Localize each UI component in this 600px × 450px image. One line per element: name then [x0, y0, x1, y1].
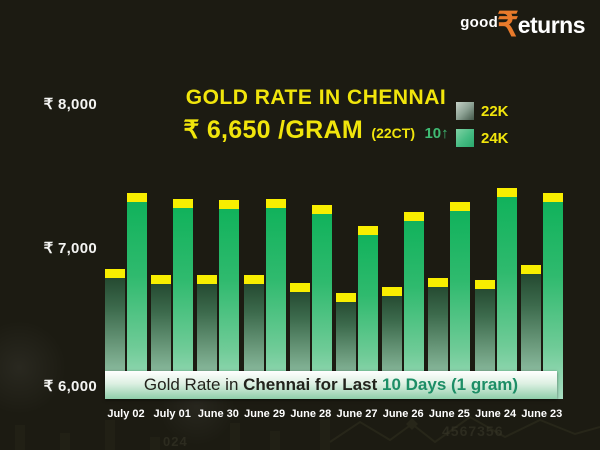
bar-24k-june-30: [219, 200, 240, 399]
chart-header: GOLD RATE IN CHENNAI ₹ 6,650 /GRAM (22CT…: [111, 86, 521, 145]
goodreturns-logo: good ₹ eturns: [460, 6, 586, 44]
banner-text-normal: Gold Rate in: [143, 375, 244, 394]
logo-text-good: good: [460, 14, 499, 31]
legend-label-22k: 22K: [481, 102, 509, 120]
bar-22k-june-29: [243, 274, 264, 399]
bar-24k-june-26: [404, 212, 425, 399]
legend-label-24k: 24K: [481, 129, 509, 147]
legend-swatch-22k: [456, 102, 474, 120]
x-axis-label-june-26: June 26: [382, 408, 424, 420]
bar-22k-june-28: [289, 283, 310, 399]
bar-22k-june-23: [520, 265, 541, 399]
bar-22k-june-25: [428, 277, 449, 399]
caption-banner: Gold Rate in Chennai for Last 10 Days (1…: [105, 371, 557, 399]
rupee-icon: ₹: [497, 6, 519, 44]
bar-22k-july-02: [105, 269, 125, 399]
x-axis-label-june-25: June 25: [428, 408, 470, 420]
x-axis-label-june-23: June 23: [521, 408, 563, 420]
banner-text-highlight: 10 Days (1 gram): [382, 375, 519, 394]
gold-price: ₹ 6,650 /GRAM: [183, 116, 363, 144]
bar-22k-july-01: [151, 274, 172, 399]
x-axis-label-july-02: July 02: [107, 408, 145, 420]
bar-24k-june-25: [450, 202, 471, 399]
background-watermark: 4567356: [442, 423, 504, 439]
bar-24k-june-28: [311, 205, 332, 399]
chart-subtitle: ₹ 6,650 /GRAM (22CT) 10↑: [111, 115, 521, 145]
bar-24k-july-02: [127, 193, 147, 399]
price-change-up: 10↑: [424, 125, 449, 142]
carat-label: (22CT): [371, 125, 415, 141]
background-watermark: 024: [163, 434, 188, 449]
x-axis-label-july-01: July 01: [153, 408, 191, 420]
legend-item-22k: 22K: [456, 102, 509, 120]
bar-22k-june-24: [474, 280, 495, 399]
y-axis-tick-6000: ₹ 6,000: [43, 378, 97, 395]
x-axis-label-june-30: June 30: [197, 408, 239, 420]
x-axis-label-june-29: June 29: [244, 408, 286, 420]
x-axis-label-june-28: June 28: [290, 408, 332, 420]
bar-24k-july-01: [173, 199, 194, 399]
legend-swatch-24k: [456, 129, 474, 147]
legend: 22K 24K: [456, 102, 509, 156]
x-axis-label-june-27: June 27: [336, 408, 378, 420]
bar-24k-june-29: [265, 199, 286, 399]
bar-22k-june-30: [197, 274, 218, 399]
bar-24k-june-23: [542, 193, 563, 399]
legend-item-24k: 24K: [456, 129, 509, 147]
background-graph-decoration: [15, 415, 600, 450]
y-axis-tick-8000: ₹ 8,000: [43, 96, 97, 113]
logo-text-eturns: eturns: [517, 12, 586, 38]
x-axis-label-june-24: June 24: [475, 408, 517, 420]
y-axis-tick-7000: ₹ 7,000: [43, 240, 97, 257]
bar-24k-june-24: [496, 187, 517, 399]
chart-title: GOLD RATE IN CHENNAI: [185, 86, 447, 109]
banner-text-bold: Chennai for Last: [243, 375, 382, 394]
bar-24k-june-27: [358, 225, 378, 399]
